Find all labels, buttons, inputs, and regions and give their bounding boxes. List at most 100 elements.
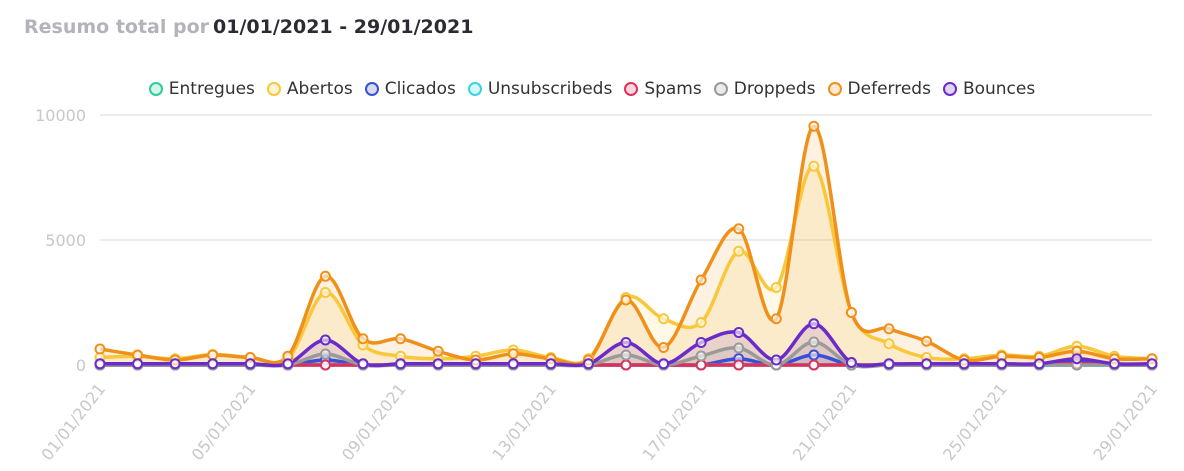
data-point [169, 358, 181, 370]
legend-swatch [713, 82, 728, 96]
y-tick-label: 0 [76, 356, 86, 375]
legend-label: Abertos [286, 79, 353, 99]
data-point [658, 358, 670, 370]
data-point [432, 345, 444, 357]
y-tick-label: 10000 [35, 106, 86, 125]
data-point [808, 359, 820, 371]
data-point [770, 354, 782, 366]
legend-swatch [266, 82, 281, 96]
data-point [244, 358, 256, 370]
series-area [100, 126, 1152, 366]
legend-label: Unsubscribeds [487, 79, 613, 99]
data-point [808, 336, 820, 348]
data-point [94, 343, 106, 355]
data-point [921, 335, 933, 347]
data-point [883, 338, 895, 350]
data-point [996, 358, 1008, 370]
data-point [432, 358, 444, 370]
legend-item[interactable]: Clicados [364, 79, 456, 99]
legend-item[interactable]: Spams [624, 79, 702, 99]
x-tick-label: 21/01/2021 [789, 380, 861, 464]
data-point [808, 349, 820, 361]
data-point [507, 348, 519, 360]
data-point [733, 223, 745, 235]
series-area [100, 166, 1152, 365]
x-tick-label: 25/01/2021 [939, 380, 1011, 464]
legend-swatch [942, 82, 957, 96]
x-tick-label: 09/01/2021 [338, 380, 410, 464]
data-point [395, 333, 407, 345]
legend-label: Clicados [384, 79, 456, 99]
legend-swatch [148, 82, 163, 96]
data-point [507, 358, 519, 370]
x-tick-label: 13/01/2021 [488, 380, 560, 464]
legend-label: Spams [644, 79, 702, 99]
data-point [132, 349, 144, 361]
data-point [319, 348, 331, 360]
data-point [808, 120, 820, 132]
legend-item[interactable]: Droppeds [713, 79, 816, 99]
data-point [733, 245, 745, 257]
data-point [883, 323, 895, 335]
legend-label: Entregues [168, 79, 255, 99]
data-point [695, 337, 707, 348]
data-point [620, 359, 632, 371]
data-point [582, 358, 594, 370]
data-point [319, 334, 331, 346]
x-tick-label: 17/01/2021 [639, 380, 711, 464]
data-point [658, 313, 670, 325]
data-point [695, 350, 707, 362]
legend-item[interactable]: Bounces [942, 79, 1036, 99]
legend-label: Bounces [962, 79, 1036, 99]
data-point [94, 358, 106, 370]
data-point [620, 294, 632, 306]
legend-item[interactable]: Entregues [148, 79, 255, 99]
legend-label: Deferreds [847, 79, 931, 99]
y-tick-label: 5000 [45, 231, 86, 250]
data-point [470, 358, 482, 370]
data-point [620, 349, 632, 361]
data-point [921, 358, 933, 370]
data-point [695, 317, 707, 328]
legend: Entregues Abertos Clicados Unsubscribeds Spa… [0, 79, 1184, 99]
legend-item[interactable]: Abertos [266, 79, 353, 99]
data-point [845, 307, 857, 318]
data-point [207, 349, 219, 361]
data-point [357, 333, 369, 345]
x-tick-label: 05/01/2021 [188, 380, 260, 464]
legend-item[interactable]: Deferreds [827, 79, 931, 99]
data-point [808, 318, 820, 330]
data-point [695, 274, 707, 286]
legend-swatch [624, 82, 639, 96]
data-point [357, 358, 369, 370]
data-point [620, 337, 632, 348]
data-point [207, 358, 219, 370]
data-point [733, 327, 745, 338]
data-point [733, 359, 745, 371]
markers [94, 120, 1158, 371]
data-point [845, 357, 857, 368]
data-point [132, 358, 144, 370]
data-point [733, 342, 745, 354]
legend-swatch [827, 82, 842, 96]
data-point [1033, 358, 1045, 370]
legend-swatch [467, 82, 482, 96]
areas [100, 126, 1152, 367]
data-point [658, 342, 670, 353]
data-point [770, 282, 782, 293]
data-point [319, 287, 331, 298]
data-point [395, 358, 407, 370]
data-point [883, 358, 895, 370]
legend-item[interactable]: Unsubscribeds [467, 79, 613, 99]
legend-label: Droppeds [733, 79, 816, 99]
data-point [282, 358, 294, 370]
data-point [1108, 358, 1120, 370]
header: Resumo total por 01/01/2021 - 29/01/2021 [24, 16, 473, 38]
data-point [695, 359, 707, 371]
data-point [958, 358, 970, 370]
data-point [808, 160, 820, 172]
data-point [1071, 353, 1083, 365]
header-title: Resumo total por [24, 16, 210, 38]
